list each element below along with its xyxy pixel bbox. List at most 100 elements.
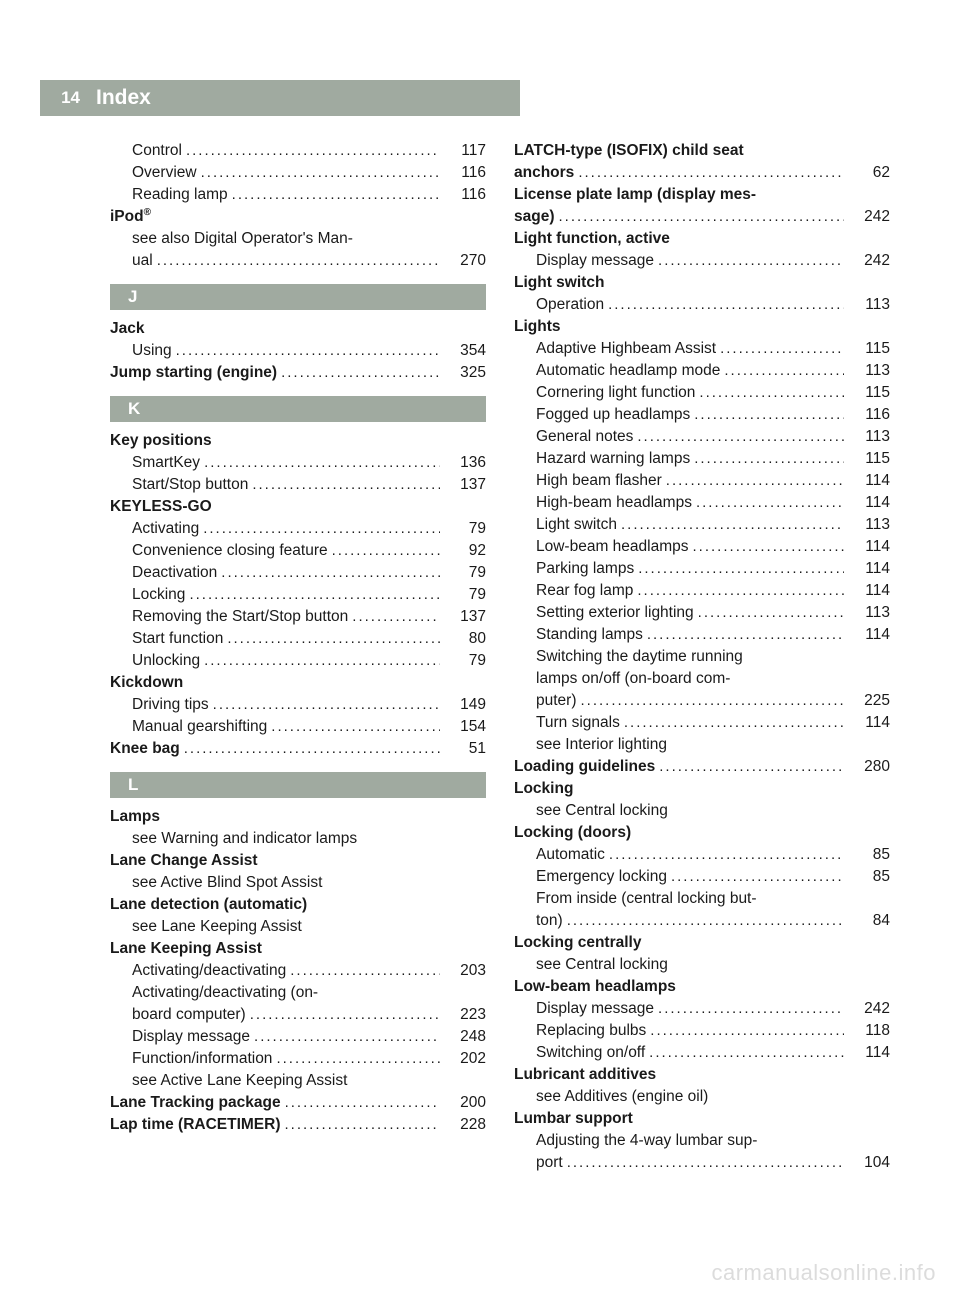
index-entry-label: Deactivation bbox=[132, 562, 217, 584]
leader-dots bbox=[232, 184, 440, 206]
index-entry-label: Display message bbox=[536, 250, 654, 272]
index-entry-page: 113 bbox=[848, 294, 890, 316]
index-entry-label: Display message bbox=[536, 998, 654, 1020]
index-entry-page: 242 bbox=[848, 250, 890, 272]
leader-dots bbox=[157, 250, 440, 272]
leader-dots bbox=[638, 558, 844, 580]
index-letter-heading: J bbox=[110, 284, 486, 310]
index-entry: Low-beam headlamps114 bbox=[514, 536, 890, 558]
index-letter-heading: L bbox=[110, 772, 486, 798]
index-entry: puter)225 bbox=[514, 690, 890, 712]
leader-dots bbox=[204, 452, 440, 474]
leader-dots bbox=[666, 470, 844, 492]
index-entry-label: Start function bbox=[132, 628, 223, 650]
index-entry-label: Start/Stop button bbox=[132, 474, 248, 496]
index-entry: High-beam headlamps 114 bbox=[514, 492, 890, 514]
index-entry: Replacing bulbs118 bbox=[514, 1020, 890, 1042]
index-entry: Loading guidelines280 bbox=[514, 756, 890, 778]
index-entry-label: Switching on/off bbox=[536, 1042, 645, 1064]
leader-dots bbox=[671, 866, 844, 888]
index-entry-label: Setting exterior lighting bbox=[536, 602, 694, 624]
index-entry-page: 114 bbox=[848, 470, 890, 492]
index-entry-page: 228 bbox=[444, 1114, 486, 1136]
index-entry-page: 85 bbox=[848, 844, 890, 866]
index-entry: Display message242 bbox=[514, 998, 890, 1020]
index-entry-label: Activating bbox=[132, 518, 199, 540]
leader-dots bbox=[637, 426, 844, 448]
index-heading: Lights bbox=[514, 316, 890, 338]
watermark: carmanualsonline.info bbox=[711, 1260, 936, 1286]
index-entry-label: sage) bbox=[514, 206, 555, 228]
index-heading: LATCH-type (ISOFIX) child seat bbox=[514, 140, 890, 162]
leader-dots bbox=[581, 690, 845, 712]
index-entry-page: 280 bbox=[848, 756, 890, 778]
index-entry: Standing lamps114 bbox=[514, 624, 890, 646]
index-entry: sage)242 bbox=[514, 206, 890, 228]
index-entry: Parking lamps114 bbox=[514, 558, 890, 580]
index-entry-page: 62 bbox=[848, 162, 890, 184]
index-entry-label: Fogged up headlamps bbox=[536, 404, 690, 426]
index-subentry-continuation: see Active Lane Keeping Assist bbox=[110, 1070, 486, 1092]
index-entry-page: 79 bbox=[444, 584, 486, 606]
index-heading: Locking bbox=[514, 778, 890, 800]
index-entry: Driving tips149 bbox=[110, 694, 486, 716]
index-heading: Lumbar support bbox=[514, 1108, 890, 1130]
leader-dots bbox=[252, 474, 440, 496]
leader-dots bbox=[332, 540, 440, 562]
index-entry-page: 117 bbox=[444, 140, 486, 162]
leader-dots bbox=[693, 536, 844, 558]
index-column-left: Control117Overview116Reading lamp116iPod… bbox=[110, 140, 486, 1222]
index-heading: iPod® bbox=[110, 206, 486, 228]
index-entry-page: 114 bbox=[848, 492, 890, 514]
leader-dots bbox=[637, 580, 844, 602]
index-entry: Display message248 bbox=[110, 1026, 486, 1048]
page-header-bar: 14 Index bbox=[40, 80, 520, 116]
index-subentry-continuation: lamps on/off (on-board com- bbox=[514, 668, 890, 690]
index-entry-page: 114 bbox=[848, 580, 890, 602]
index-entry-label: High-beam headlamps bbox=[536, 492, 692, 514]
index-entry-label: Manual gearshifting bbox=[132, 716, 267, 738]
index-heading: Kickdown bbox=[110, 672, 486, 694]
index-entry-label: Control bbox=[132, 140, 182, 162]
index-entry-page: 248 bbox=[444, 1026, 486, 1048]
leader-dots bbox=[186, 140, 440, 162]
index-entry: Display message 242 bbox=[514, 250, 890, 272]
index-entry: Removing the Start/Stop button137 bbox=[110, 606, 486, 628]
leader-dots bbox=[624, 712, 844, 734]
index-entry: port104 bbox=[514, 1152, 890, 1174]
index-entry: Knee bag51 bbox=[110, 738, 486, 760]
index-entry-page: 114 bbox=[848, 536, 890, 558]
index-entry: ual270 bbox=[110, 250, 486, 272]
leader-dots bbox=[567, 1152, 844, 1174]
index-entry-page: 203 bbox=[444, 960, 486, 982]
index-column-right: LATCH-type (ISOFIX) child seatanchors62L… bbox=[514, 140, 890, 1222]
leader-dots bbox=[290, 960, 440, 982]
index-entry-label: Unlocking bbox=[132, 650, 200, 672]
index-entry: Adaptive Highbeam Assist115 bbox=[514, 338, 890, 360]
index-heading: Lamps bbox=[110, 806, 486, 828]
index-subentry-continuation: see Central locking bbox=[514, 954, 890, 976]
index-entry-label: Rear fog lamp bbox=[536, 580, 633, 602]
index-entry-page: 114 bbox=[848, 712, 890, 734]
index-entry: Reading lamp116 bbox=[110, 184, 486, 206]
index-entry: Unlocking79 bbox=[110, 650, 486, 672]
index-subentry-continuation: Switching the daytime running bbox=[514, 646, 890, 668]
index-entry: High beam flasher 114 bbox=[514, 470, 890, 492]
index-entry-page: 113 bbox=[848, 514, 890, 536]
index-subentry-continuation: see Warning and indicator lamps bbox=[110, 828, 486, 850]
leader-dots bbox=[649, 1042, 844, 1064]
index-heading: KEYLESS-GO bbox=[110, 496, 486, 518]
index-entry: Activating/deactivating203 bbox=[110, 960, 486, 982]
index-entry-page: 113 bbox=[848, 602, 890, 624]
index-entry-label: High beam flasher bbox=[536, 470, 662, 492]
leader-dots bbox=[694, 404, 844, 426]
index-entry: Manual gearshifting154 bbox=[110, 716, 486, 738]
index-entry-label: Jump starting (engine) bbox=[110, 362, 277, 384]
page-title: Index bbox=[88, 86, 151, 110]
index-subentry-continuation: see Additives (engine oil) bbox=[514, 1086, 890, 1108]
index-entry-page: 113 bbox=[848, 426, 890, 448]
leader-dots bbox=[609, 844, 844, 866]
index-entry-page: 114 bbox=[848, 624, 890, 646]
leader-dots bbox=[189, 584, 440, 606]
index-entry: Operation113 bbox=[514, 294, 890, 316]
